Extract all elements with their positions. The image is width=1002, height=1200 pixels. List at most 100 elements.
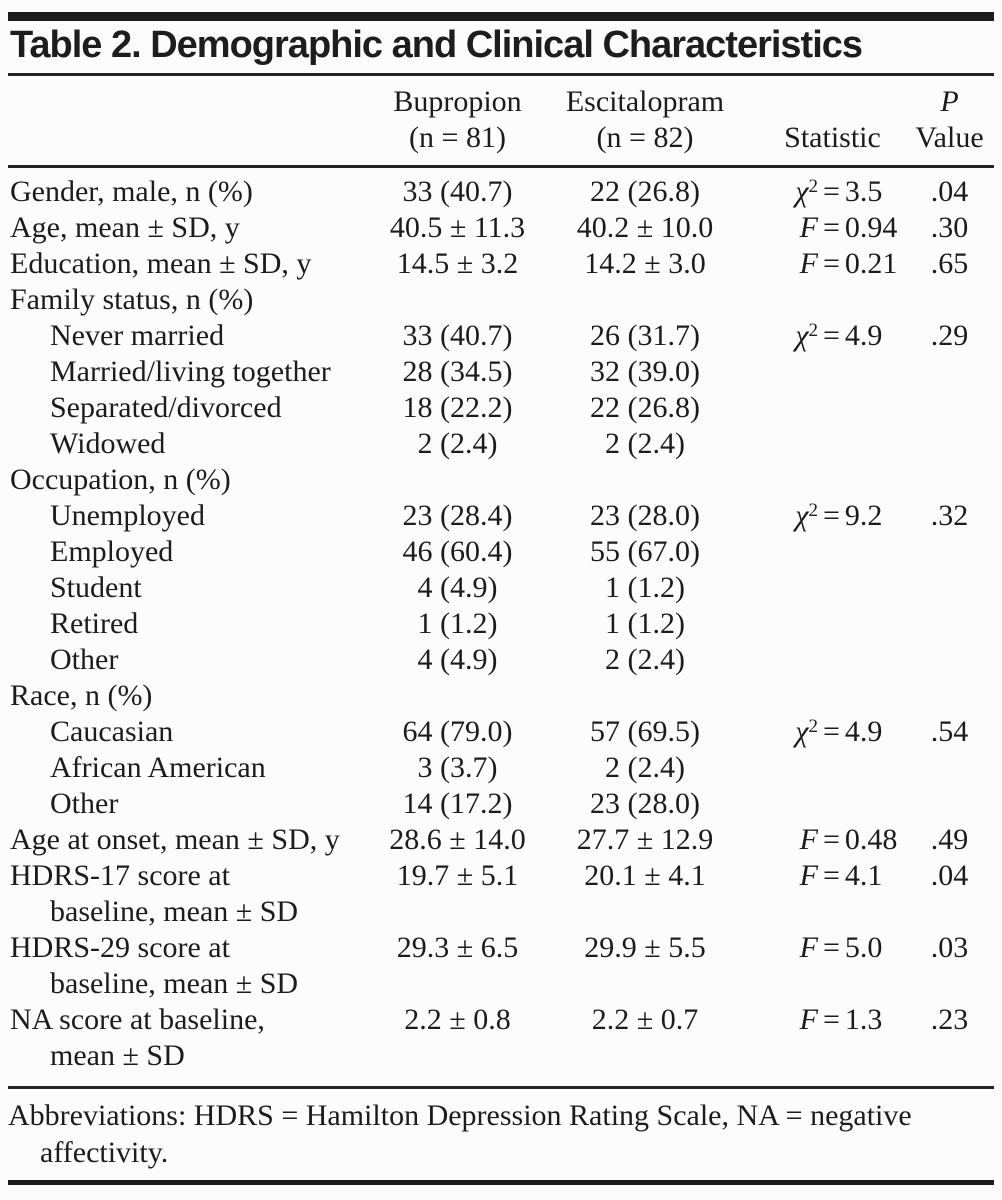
statistic-symbol: F bbox=[799, 211, 818, 244]
header-escitalopram-name: Escitalopram bbox=[565, 85, 725, 118]
row-label-line2: baseline, mean ± SD bbox=[50, 895, 299, 928]
table-row: NA score at baseline, mean ± SD 2.2 ± 0.8 2… bbox=[8, 1002, 994, 1088]
p-value bbox=[905, 750, 994, 786]
p-value: .54 bbox=[930, 715, 969, 748]
table-row: Unemployed 23 (28.4) 23 (28.0) χ2 = 9.2 .32 bbox=[8, 498, 994, 534]
row-label-line1: HDRS-17 score at bbox=[10, 859, 230, 892]
equals-sign: = bbox=[823, 247, 840, 280]
statistic-value: F = 1.3 bbox=[760, 1002, 905, 1088]
statistic-expression: χ2 = 4.9 bbox=[760, 714, 905, 750]
escitalopram-value: 22 (26.8) bbox=[590, 391, 700, 424]
statistic-expression: F = 4.1 bbox=[760, 858, 905, 894]
p-value: .32 bbox=[930, 499, 969, 532]
statistic-value: χ2 = 3.5 bbox=[760, 167, 905, 211]
escitalopram-value: 14.2 ± 3.0 bbox=[584, 247, 706, 280]
row-label: Widowed bbox=[8, 426, 385, 462]
escitalopram-value: 40.2 ± 10.0 bbox=[576, 211, 714, 244]
statistic-value: χ2 = 9.2 bbox=[760, 498, 905, 534]
table-row: Race, n (%) bbox=[8, 678, 994, 714]
bupropion-value: 40.5 ± 11.3 bbox=[389, 211, 526, 244]
escitalopram-value: 27.7 ± 12.9 bbox=[576, 823, 714, 856]
row-label: Retired bbox=[8, 606, 385, 642]
header-p-value-label: Value bbox=[915, 121, 984, 154]
header-bupropion: Bupropion (n = 81) bbox=[385, 76, 530, 168]
statistic-symbol: F bbox=[799, 823, 818, 856]
table-row: HDRS-29 score at baseline, mean ± SD 29.3 … bbox=[8, 930, 994, 1002]
statistic-symbol: χ2 bbox=[795, 175, 818, 208]
statistic-value bbox=[760, 786, 905, 822]
row-label: NA score at baseline, mean ± SD bbox=[8, 1002, 385, 1088]
bupropion-value bbox=[385, 678, 530, 714]
bupropion-value bbox=[385, 282, 530, 318]
statistic-number: 9.2 bbox=[844, 499, 883, 532]
escitalopram-value: 2 (2.4) bbox=[605, 751, 685, 784]
escitalopram-value: 29.9 ± 5.5 bbox=[584, 931, 706, 964]
table-row: Widowed 2 (2.4) 2 (2.4) bbox=[8, 426, 994, 462]
row-label-line1: Employed bbox=[50, 535, 174, 568]
table-row: Education, mean ± SD, y 14.5 ± 3.2 14.2 ± … bbox=[8, 246, 994, 282]
statistic-expression: F = 0.21 bbox=[760, 246, 905, 282]
escitalopram-value: 2 (2.4) bbox=[605, 643, 685, 676]
row-label-line1: HDRS-29 score at bbox=[10, 931, 230, 964]
row-label: Student bbox=[8, 570, 385, 606]
row-label-line1: Occupation, n (%) bbox=[10, 463, 231, 496]
escitalopram-value: 1 (1.2) bbox=[605, 607, 685, 640]
escitalopram-value bbox=[530, 678, 760, 714]
p-value bbox=[905, 354, 994, 390]
escitalopram-value: 23 (28.0) bbox=[590, 499, 700, 532]
row-label: HDRS-17 score at baseline, mean ± SD bbox=[8, 858, 385, 930]
equals-sign: = bbox=[823, 823, 840, 856]
row-label-line1: Other bbox=[50, 787, 119, 820]
statistic-value bbox=[760, 390, 905, 426]
row-label-line1: Gender, male, n (%) bbox=[10, 175, 253, 208]
statistic-symbol: F bbox=[799, 931, 818, 964]
escitalopram-value: 2.2 ± 0.7 bbox=[591, 1003, 699, 1036]
row-label: Family status, n (%) bbox=[8, 282, 385, 318]
bupropion-value: 33 (40.7) bbox=[402, 175, 513, 208]
statistic-value bbox=[760, 426, 905, 462]
escitalopram-value: 32 (39.0) bbox=[590, 355, 700, 388]
bupropion-value: 14.5 ± 3.2 bbox=[396, 247, 519, 280]
p-value: .30 bbox=[930, 211, 969, 244]
statistic-expression: χ2 = 9.2 bbox=[760, 498, 905, 534]
statistic-number: 0.94 bbox=[844, 211, 898, 244]
p-value: .49 bbox=[930, 823, 969, 856]
table-row: Married/living together 28 (34.5) 32 (39.0… bbox=[8, 354, 994, 390]
statistic-number: 4.9 bbox=[844, 319, 883, 352]
statistic-number: 0.48 bbox=[844, 823, 898, 856]
row-label: Other bbox=[8, 786, 385, 822]
table-row: Employed 46 (60.4) 55 (67.0) bbox=[8, 534, 994, 570]
escitalopram-value: 2 (2.4) bbox=[605, 427, 685, 460]
bupropion-value: 1 (1.2) bbox=[417, 607, 498, 640]
statistic-expression: F = 5.0 bbox=[760, 930, 905, 966]
statistic-value: F = 0.48 bbox=[760, 822, 905, 858]
row-label-line1: Student bbox=[50, 571, 142, 604]
row-label: Occupation, n (%) bbox=[8, 462, 385, 498]
row-label-line1: Caucasian bbox=[50, 715, 174, 748]
p-value bbox=[905, 282, 994, 318]
statistic-value bbox=[760, 570, 905, 606]
bupropion-value: 23 (28.4) bbox=[402, 499, 513, 532]
statistic-number: 4.9 bbox=[844, 715, 883, 748]
statistic-symbol: χ2 bbox=[795, 715, 818, 748]
row-label: Married/living together bbox=[8, 354, 385, 390]
p-value: .04 bbox=[930, 175, 969, 208]
table-row: African American 3 (3.7) 2 (2.4) bbox=[8, 750, 994, 786]
statistic-value: χ2 = 4.9 bbox=[760, 318, 905, 354]
p-value bbox=[905, 786, 994, 822]
row-label: Employed bbox=[8, 534, 385, 570]
bottom-rule bbox=[8, 1180, 994, 1185]
row-label-line1: Separated/divorced bbox=[50, 391, 282, 424]
equals-sign: = bbox=[823, 175, 840, 208]
demographics-table: Bupropion (n = 81) Escitalopram (n = 82)… bbox=[8, 76, 994, 1089]
row-label: Gender, male, n (%) bbox=[8, 167, 385, 211]
bupropion-value: 64 (79.0) bbox=[402, 715, 513, 748]
statistic-symbol: F bbox=[799, 859, 818, 892]
bupropion-value bbox=[385, 462, 530, 498]
statistic-value: χ2 = 4.9 bbox=[760, 714, 905, 750]
row-label-line1: Age at onset, mean ± SD, y bbox=[10, 823, 340, 856]
bupropion-value: 4 (4.9) bbox=[417, 643, 498, 676]
table-header: Bupropion (n = 81) Escitalopram (n = 82)… bbox=[8, 76, 994, 168]
statistic-symbol: F bbox=[799, 247, 818, 280]
